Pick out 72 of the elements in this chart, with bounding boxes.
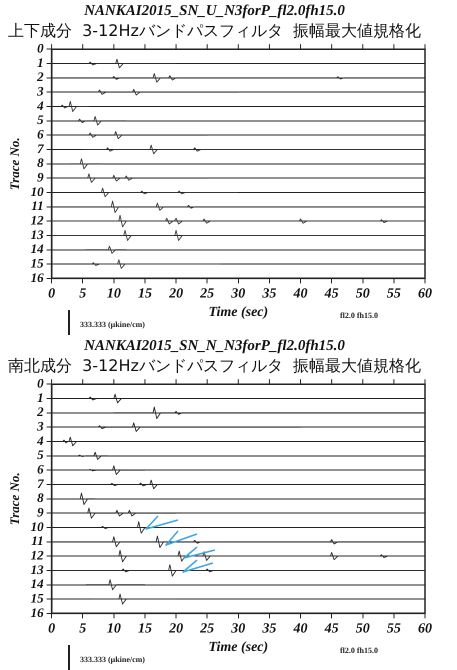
y-tick-label: 14 [30, 241, 44, 256]
y-tick-label: 7 [37, 140, 44, 156]
y-tick-label: 11 [31, 533, 44, 548]
x-tick-label: 25 [199, 286, 214, 302]
y-tick-label: 12 [30, 547, 44, 562]
x-tick-label: 40 [292, 286, 308, 302]
y-tick-label: 10 [30, 518, 44, 534]
y-tick-label: 10 [30, 184, 44, 199]
x-tick-label: 10 [106, 621, 121, 636]
text: fl2.0 fh15.0 [340, 311, 378, 320]
y-tick-label: 12 [30, 212, 44, 228]
y-tick-label: 2 [36, 69, 44, 84]
x-tick-label: 45 [324, 621, 339, 636]
x-tick-label: 30 [230, 621, 246, 636]
y-tick-label: 9 [37, 169, 44, 184]
y-tick-label: 15 [30, 255, 44, 270]
y-tick-label: 4 [36, 98, 44, 113]
y-tick-label: 3 [36, 418, 44, 434]
y-tick-label: 6 [37, 126, 44, 142]
y-tick-label: 13 [30, 562, 44, 577]
x-tick-label: 0 [48, 621, 56, 636]
chart-subtitle: 上下成分 3-12Hzバンドパスフィルタ 振幅最大値規格化 [8, 20, 422, 40]
y-tick-label: 1 [37, 390, 44, 405]
x-axis-title: Time (sec) [208, 305, 268, 320]
y-tick-label: 9 [37, 504, 44, 520]
x-tick-label: 15 [138, 621, 152, 636]
x-tick-label: 40 [292, 621, 308, 636]
chart-subtitle: 南北成分 3-12Hzバンドパスフィルタ 振幅最大値規格化 [8, 356, 422, 375]
x-tick-label: 55 [386, 286, 401, 302]
x-tick-label: 5 [79, 286, 86, 302]
y-tick-label: 7 [37, 476, 44, 491]
x-tick-label: 50 [356, 621, 370, 636]
x-tick-label: 15 [138, 286, 152, 302]
x-axis-title: Time (sec) [208, 640, 268, 656]
y-tick-label: 0 [37, 40, 44, 56]
y-tick-label: 6 [37, 462, 44, 477]
x-tick-label: 30 [230, 286, 246, 302]
x-tick-label: 10 [106, 286, 121, 302]
x-tick-label: 5 [79, 621, 86, 636]
text: fl2.0 fh15.0 [340, 646, 378, 655]
chart-title: NANKAI2015_SN_U_N3forP_fl2.0fh15.0 [83, 2, 346, 19]
y-tick-label: 8 [37, 155, 44, 170]
x-tick-label: 35 [261, 621, 276, 636]
y-tick-label: 11 [31, 198, 44, 214]
text: 333.333 (μkine/cm) [80, 655, 146, 664]
y-tick-label: 0 [37, 376, 44, 391]
text: 333.333 (μkine/cm) [80, 320, 146, 329]
y-tick-label: 1 [37, 54, 44, 70]
chart-title: NANKAI2015_SN_N_N3forP_fl2.0fh15.0 [83, 338, 346, 354]
y-tick-label: 14 [30, 576, 44, 592]
x-tick-label: 0 [48, 286, 56, 302]
x-tick-label: 45 [324, 286, 339, 302]
y-axis-title: Trace No. [7, 472, 22, 526]
y-tick-label: 4 [36, 432, 44, 448]
x-tick-label: 25 [199, 621, 214, 636]
x-tick-label: 20 [168, 621, 184, 636]
y-tick-label: 16 [30, 270, 44, 285]
x-tick-label: 60 [418, 621, 432, 636]
y-tick-label: 8 [37, 490, 44, 506]
x-tick-label: 35 [261, 286, 276, 302]
y-tick-label: 2 [36, 404, 44, 420]
x-tick-label: 20 [168, 286, 184, 302]
x-tick-label: 60 [418, 286, 432, 302]
y-tick-label: 13 [30, 226, 44, 242]
y-axis-title: Trace No. [7, 137, 22, 190]
x-tick-label: 50 [356, 286, 370, 302]
y-tick-label: 5 [37, 447, 44, 462]
x-tick-label: 55 [386, 621, 401, 636]
y-tick-label: 16 [30, 604, 44, 620]
y-tick-label: 5 [37, 112, 44, 128]
y-tick-label: 3 [36, 84, 44, 99]
y-tick-label: 15 [30, 590, 44, 606]
